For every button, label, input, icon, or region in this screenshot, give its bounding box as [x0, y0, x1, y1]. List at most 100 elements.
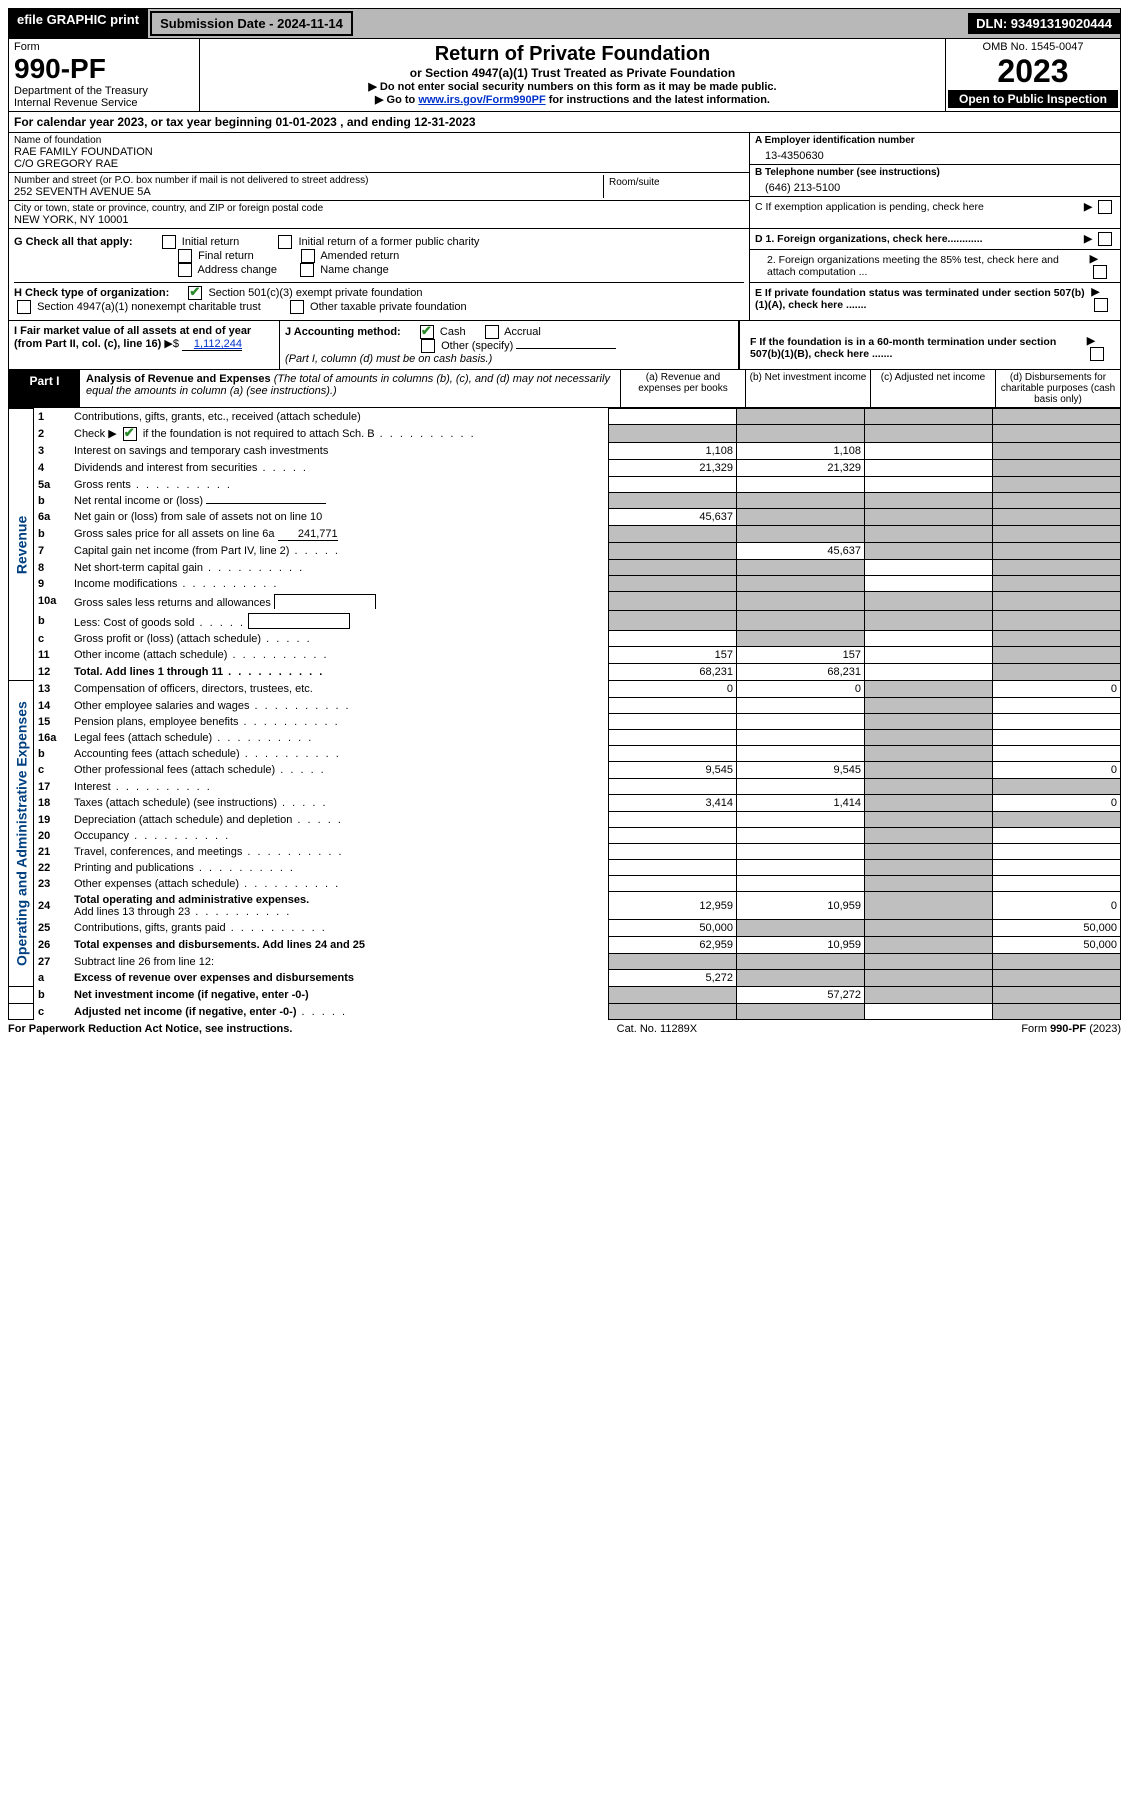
- val-7b: 45,637: [737, 543, 865, 560]
- h-other-checkbox[interactable]: [290, 300, 304, 314]
- j-other: Other (specify): [441, 340, 513, 352]
- sch-b-checkbox[interactable]: [123, 427, 137, 441]
- g-opt-0: Initial return: [182, 236, 239, 248]
- room-label: Room/suite: [604, 175, 744, 198]
- g-opt-1: Final return: [198, 250, 254, 262]
- e-checkbox[interactable]: [1094, 298, 1108, 312]
- d2-checkbox[interactable]: [1093, 265, 1107, 279]
- val-3a: 1,108: [609, 443, 737, 460]
- line-15: Pension plans, employee benefits: [74, 716, 239, 728]
- street-value: 252 SEVENTH AVENUE 5A: [14, 186, 603, 198]
- line-13: Compensation of officers, directors, tru…: [70, 681, 609, 698]
- table-row: 23Other expenses (attach schedule): [9, 876, 1121, 892]
- j-label: J Accounting method:: [285, 326, 401, 338]
- line-16b: Accounting fees (attach schedule): [74, 748, 240, 760]
- g-opt-5: Name change: [320, 264, 389, 276]
- table-row: 25Contributions, gifts, grants paid 50,0…: [9, 920, 1121, 937]
- table-row: bAccounting fees (attach schedule): [9, 746, 1121, 762]
- j-other-checkbox[interactable]: [421, 339, 435, 353]
- val-27aa: 5,272: [609, 970, 737, 987]
- table-row: 21Travel, conferences, and meetings: [9, 844, 1121, 860]
- initial-return-checkbox[interactable]: [162, 235, 176, 249]
- arrow-icon: ▶: [1087, 335, 1095, 347]
- line-23: Other expenses (attach schedule): [74, 878, 239, 890]
- a-ein-value: 13-4350630: [755, 146, 824, 162]
- val-4b: 21,329: [737, 460, 865, 477]
- table-row: bLess: Cost of goods sold: [9, 611, 1121, 631]
- val-3b: 1,108: [737, 443, 865, 460]
- footer-left: For Paperwork Reduction Act Notice, see …: [8, 1023, 292, 1035]
- h-opt1: Section 501(c)(3) exempt private foundat…: [208, 287, 422, 299]
- f-label: F If the foundation is in a 60-month ter…: [750, 336, 1056, 360]
- line-17: Interest: [74, 781, 111, 793]
- city-value: NEW YORK, NY 10001: [14, 214, 744, 226]
- j-accrual: Accrual: [504, 326, 541, 338]
- g-section: G Check all that apply: Initial return I…: [14, 235, 744, 277]
- j-accrual-checkbox[interactable]: [485, 325, 499, 339]
- dept-treasury: Department of the Treasury: [14, 85, 194, 97]
- val-18b: 1,414: [737, 795, 865, 812]
- f-checkbox[interactable]: [1090, 347, 1104, 361]
- c-checkbox[interactable]: [1098, 200, 1112, 214]
- table-row: 12Total. Add lines 1 through 11 68,23168…: [9, 664, 1121, 681]
- val-16ca: 9,545: [609, 762, 737, 779]
- revenue-side-label: Revenue: [9, 409, 34, 681]
- table-row: 19Depreciation (attach schedule) and dep…: [9, 812, 1121, 828]
- table-row: bNet investment income (if negative, ent…: [9, 987, 1121, 1004]
- table-row: 8Net short-term capital gain: [9, 560, 1121, 576]
- h-opt3: Other taxable private foundation: [310, 301, 467, 313]
- footer-right-pre: Form: [1021, 1023, 1050, 1035]
- foundation-name: RAE FAMILY FOUNDATION: [14, 146, 744, 158]
- expenses-side-label: Operating and Administrative Expenses: [9, 681, 34, 987]
- h-501c3-checkbox[interactable]: [188, 286, 202, 300]
- line-6a: Net gain or (loss) from sale of assets n…: [70, 509, 609, 526]
- initial-former-checkbox[interactable]: [278, 235, 292, 249]
- part-i-label: Part I: [9, 370, 80, 407]
- line-6b: Gross sales price for all assets on line…: [74, 528, 275, 540]
- line-24b: Add lines 13 through 23: [74, 906, 190, 918]
- d1-checkbox[interactable]: [1098, 232, 1112, 246]
- form-title: Return of Private Foundation: [204, 43, 941, 66]
- line-18: Taxes (attach schedule) (see instruction…: [74, 797, 277, 809]
- footer-right-year: (2023): [1086, 1023, 1121, 1035]
- table-row: 15Pension plans, employee benefits: [9, 714, 1121, 730]
- line-26: Total expenses and disbursements. Add li…: [74, 939, 365, 951]
- final-return-checkbox[interactable]: [178, 249, 192, 263]
- table-row: bGross sales price for all assets on lin…: [9, 526, 1121, 543]
- i-value-link[interactable]: 1,112,244: [182, 338, 242, 351]
- line-27c: Adjusted net income (if negative, enter …: [74, 1006, 296, 1018]
- val-18a: 3,414: [609, 795, 737, 812]
- arrow-icon: ▶: [1090, 253, 1098, 265]
- line-3: Interest on savings and temporary cash i…: [70, 443, 609, 460]
- line-27b: Net investment income (if negative, ente…: [74, 989, 309, 1001]
- j-note: (Part I, column (d) must be on cash basi…: [285, 353, 492, 365]
- name-change-checkbox[interactable]: [300, 263, 314, 277]
- irs-link[interactable]: www.irs.gov/Form990PF: [418, 94, 545, 106]
- table-row: cGross profit or (loss) (attach schedule…: [9, 631, 1121, 647]
- line-14: Other employee salaries and wages: [74, 700, 249, 712]
- city-label: City or town, state or province, country…: [14, 203, 744, 214]
- line-21: Travel, conferences, and meetings: [74, 846, 242, 858]
- form-note1: ▶ Do not enter social security numbers o…: [204, 80, 941, 93]
- g-opt-4: Amended return: [320, 250, 399, 262]
- h-4947-checkbox[interactable]: [17, 300, 31, 314]
- part-i-table: Revenue 1Contributions, gifts, grants, e…: [8, 408, 1121, 1020]
- table-row: cAdjusted net income (if negative, enter…: [9, 1004, 1121, 1020]
- table-row: 7Capital gain net income (from Part IV, …: [9, 543, 1121, 560]
- line-5b: Net rental income or (loss): [74, 495, 203, 507]
- table-row: 10aGross sales less returns and allowanc…: [9, 592, 1121, 611]
- footer-row: For Paperwork Reduction Act Notice, see …: [8, 1020, 1121, 1038]
- form-number: 990-PF: [14, 53, 194, 85]
- line-8: Net short-term capital gain: [74, 562, 203, 574]
- col-b-header: (b) Net investment income: [745, 370, 870, 407]
- j-cash-checkbox[interactable]: [420, 325, 434, 339]
- amended-return-checkbox[interactable]: [301, 249, 315, 263]
- table-row: 27Subtract line 26 from line 12:: [9, 954, 1121, 970]
- val-26a: 62,959: [609, 937, 737, 954]
- efile-print-button[interactable]: efile GRAPHIC print: [9, 9, 148, 38]
- address-change-checkbox[interactable]: [178, 263, 192, 277]
- table-row: 24Total operating and administrative exp…: [9, 892, 1121, 920]
- table-row: Operating and Administrative Expenses 13…: [9, 681, 1121, 698]
- note2-suffix: for instructions and the latest informat…: [549, 94, 770, 106]
- top-bar: efile GRAPHIC print Submission Date - 20…: [8, 8, 1121, 39]
